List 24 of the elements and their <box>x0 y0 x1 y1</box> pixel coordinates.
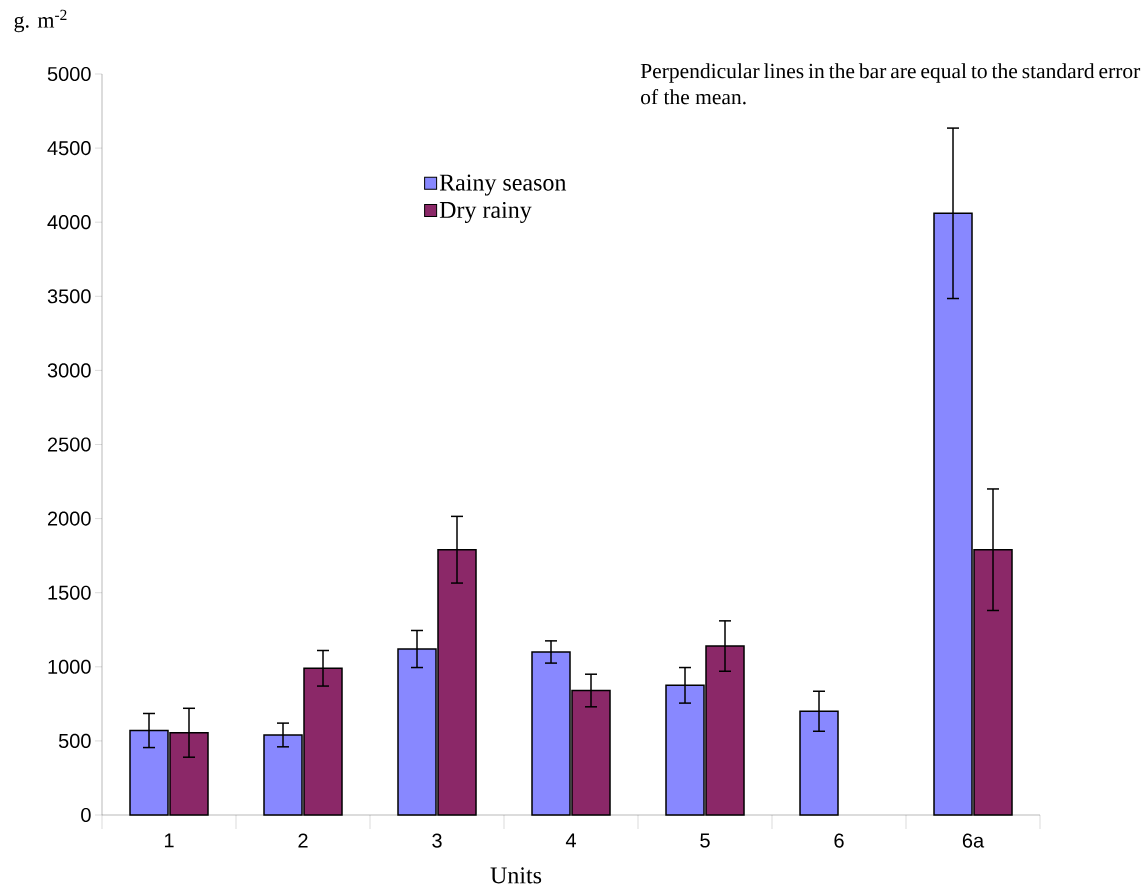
y-tick-label: 1500 <box>48 585 91 600</box>
y-tick-label: 3000 <box>47 363 91 378</box>
y-tick-label: 4000 <box>47 215 91 230</box>
y-tick-label: 5000 <box>47 66 91 82</box>
y-tick-label: 4500 <box>47 141 91 156</box>
y-tick-label: 2500 <box>47 437 91 452</box>
y-tick-label: 500 <box>58 733 91 748</box>
y-tick-label: 0 <box>81 807 91 823</box>
x-tick-label: 2 <box>298 833 308 848</box>
x-tick-label: 3 <box>432 833 442 848</box>
x-tick-label: 6a <box>962 833 985 848</box>
annotation: Perpendicular lines in the bar are equal to the standard error of the mean. <box>640 63 1141 105</box>
y-tick-label: 2000 <box>47 511 91 526</box>
y-tick-label: 3500 <box>47 289 91 304</box>
legend-label: Rainy season <box>439 174 567 196</box>
legend-label: Dry rainy <box>439 201 532 223</box>
x-tick-label: 5 <box>700 833 710 848</box>
x-tick-label: 4 <box>565 833 576 848</box>
x-axis-title: Units <box>490 867 542 884</box>
y-axis-title: g. m$^{-2}$ <box>14 9 67 33</box>
x-tick-label: 1 <box>164 833 174 848</box>
x-tick-label: 6 <box>834 833 844 848</box>
y-tick-label: 1000 <box>48 659 91 674</box>
bar <box>799 710 839 816</box>
